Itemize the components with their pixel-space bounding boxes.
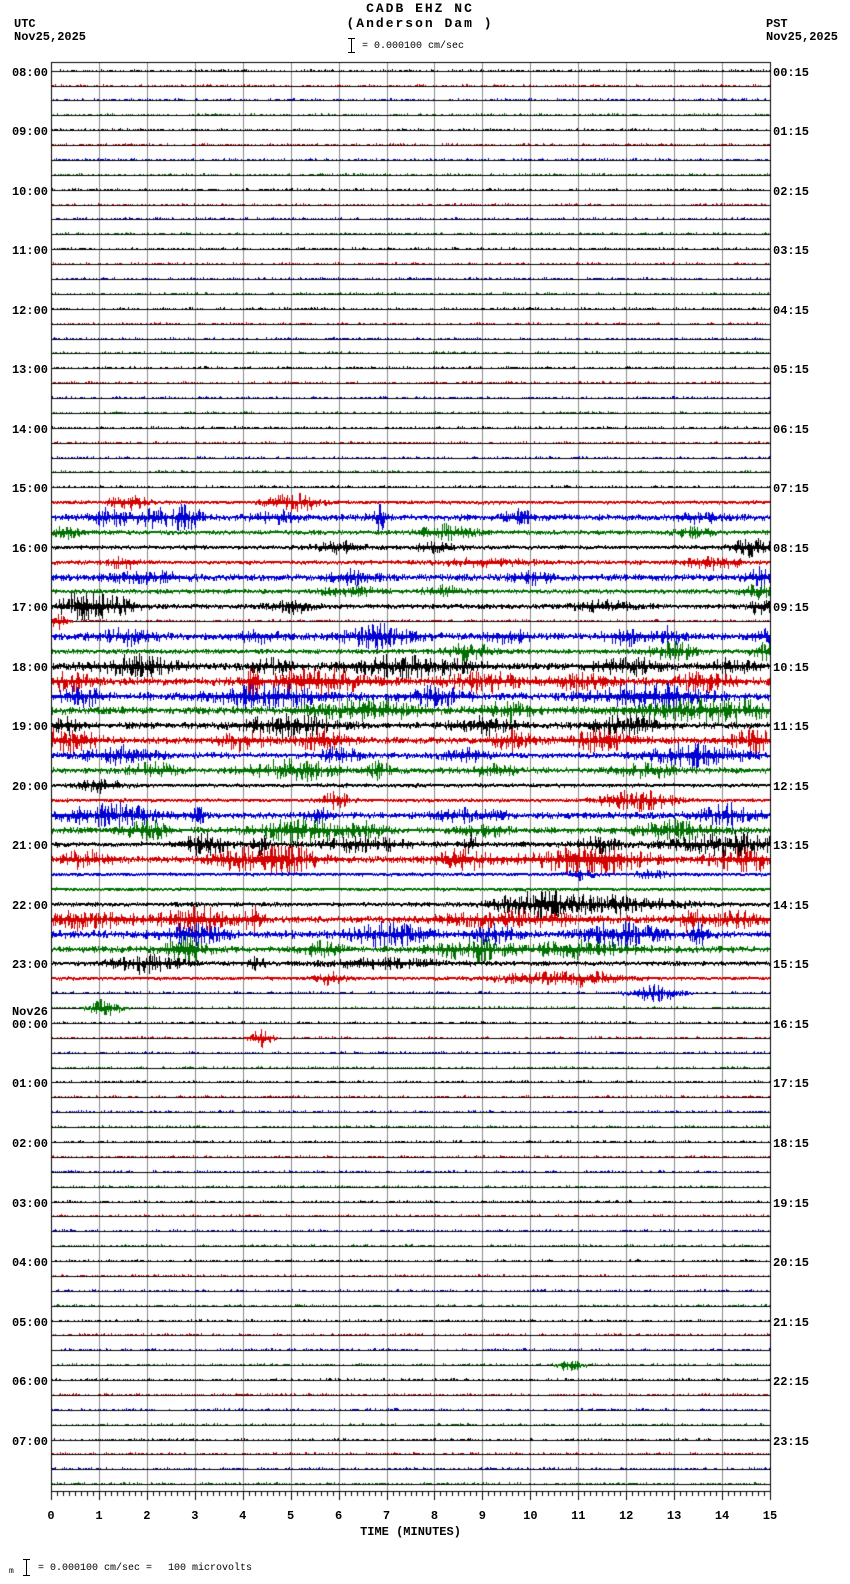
x-tick-label: 0 — [47, 1509, 55, 1523]
utc-hour-label: 17:00 — [11, 601, 48, 615]
footer-scale-bar-icon — [23, 1559, 30, 1576]
pst-hour-label: 08:15 — [773, 542, 810, 556]
station-title: CADB EHZ NC — [366, 1, 474, 16]
pst-hour-label: 10:15 — [773, 661, 810, 675]
pst-hour-label: 19:15 — [773, 1197, 810, 1211]
utc-hour-label: 00:00 — [11, 1018, 48, 1032]
utc-hour-label: 02:00 — [11, 1137, 48, 1151]
utc-hour-label: 20:00 — [11, 780, 48, 794]
x-tick-label: 13 — [666, 1509, 682, 1523]
x-tick-label: 4 — [239, 1509, 247, 1523]
scale-bar-icon — [348, 38, 355, 53]
utc-hour-label: 11:00 — [11, 244, 48, 258]
note-prefix-glyph: m — [9, 1567, 14, 1576]
pst-hour-label: 06:15 — [773, 423, 810, 437]
timezone-right-label: PST — [766, 17, 788, 31]
utc-hour-label: 22:00 — [11, 899, 48, 913]
timezone-left-label: UTC — [14, 17, 36, 31]
x-tick-label: 12 — [618, 1509, 634, 1523]
x-tick-label: 2 — [143, 1509, 151, 1523]
utc-hour-label: 09:00 — [11, 125, 48, 139]
x-tick-label: 15 — [762, 1509, 778, 1523]
pst-hour-label: 07:15 — [773, 482, 810, 496]
pst-hour-label: 21:15 — [773, 1316, 810, 1330]
pst-hour-label: 03:15 — [773, 244, 810, 258]
pst-hour-label: 15:15 — [773, 958, 810, 972]
utc-hour-label: 16:00 — [11, 542, 48, 556]
x-axis-title: TIME (MINUTES) — [360, 1525, 461, 1539]
scale-value-label: = 0.000100 cm/sec — [362, 41, 465, 52]
footer-scale-value: 100 microvolts — [168, 1563, 253, 1574]
pst-hour-label: 14:15 — [773, 899, 810, 913]
utc-hour-label: 12:00 — [11, 304, 48, 318]
utc-hour-label: 21:00 — [11, 839, 48, 853]
pst-hour-label: 11:15 — [773, 720, 810, 734]
x-tick-label: 8 — [430, 1509, 439, 1523]
pst-hour-label: 02:15 — [773, 185, 810, 199]
x-tick-label: 9 — [478, 1509, 486, 1523]
x-tick-label: 3 — [191, 1509, 199, 1523]
utc-hour-label: 19:00 — [11, 720, 48, 734]
pst-hour-label: 17:15 — [773, 1077, 810, 1091]
pst-hour-label: 09:15 — [773, 601, 810, 615]
pst-hour-label: 18:15 — [773, 1137, 810, 1151]
x-tick-label: 5 — [287, 1509, 295, 1523]
utc-hour-label: 03:00 — [11, 1197, 48, 1211]
utc-hour-label: 13:00 — [11, 363, 48, 377]
pst-hour-label: 23:15 — [773, 1435, 810, 1449]
date-break-label: Nov26 — [11, 1005, 48, 1019]
utc-hour-label: 18:00 — [11, 661, 48, 675]
date-right-label: Nov25,2025 — [766, 30, 839, 44]
x-tick-label: 11 — [571, 1509, 586, 1523]
utc-hour-label: 10:00 — [11, 185, 48, 199]
x-tick-label: 7 — [382, 1509, 391, 1523]
station-location: (Anderson Dam ) — [346, 16, 494, 31]
utc-hour-label: 06:00 — [11, 1375, 48, 1389]
utc-hour-label: 15:00 — [11, 482, 48, 496]
pst-hour-label: 12:15 — [773, 780, 810, 794]
x-tick-label: 10 — [523, 1509, 538, 1523]
footer-scale-text: = 0.000100 cm/sec = — [38, 1563, 153, 1574]
date-left-label: Nov25,2025 — [14, 30, 87, 44]
pst-hour-label: 05:15 — [773, 363, 810, 377]
pst-hour-label: 16:15 — [773, 1018, 810, 1032]
pst-hour-label: 20:15 — [773, 1256, 810, 1270]
pst-hour-label: 00:15 — [773, 66, 810, 80]
utc-hour-label: 14:00 — [11, 423, 48, 437]
pst-hour-label: 13:15 — [773, 839, 810, 853]
x-tick-label: 6 — [334, 1509, 343, 1523]
x-tick-label: 14 — [714, 1509, 730, 1523]
pst-hour-label: 22:15 — [773, 1375, 810, 1389]
x-tick-label: 1 — [95, 1509, 103, 1523]
utc-hour-label: 08:00 — [11, 66, 48, 80]
utc-hour-label: 04:00 — [11, 1256, 48, 1270]
utc-hour-label: 05:00 — [11, 1316, 48, 1330]
pst-hour-label: 01:15 — [773, 125, 810, 139]
pst-hour-label: 04:15 — [773, 304, 810, 318]
utc-hour-label: 01:00 — [11, 1077, 48, 1091]
utc-hour-label: 07:00 — [11, 1435, 48, 1449]
utc-hour-label: 23:00 — [11, 958, 48, 972]
